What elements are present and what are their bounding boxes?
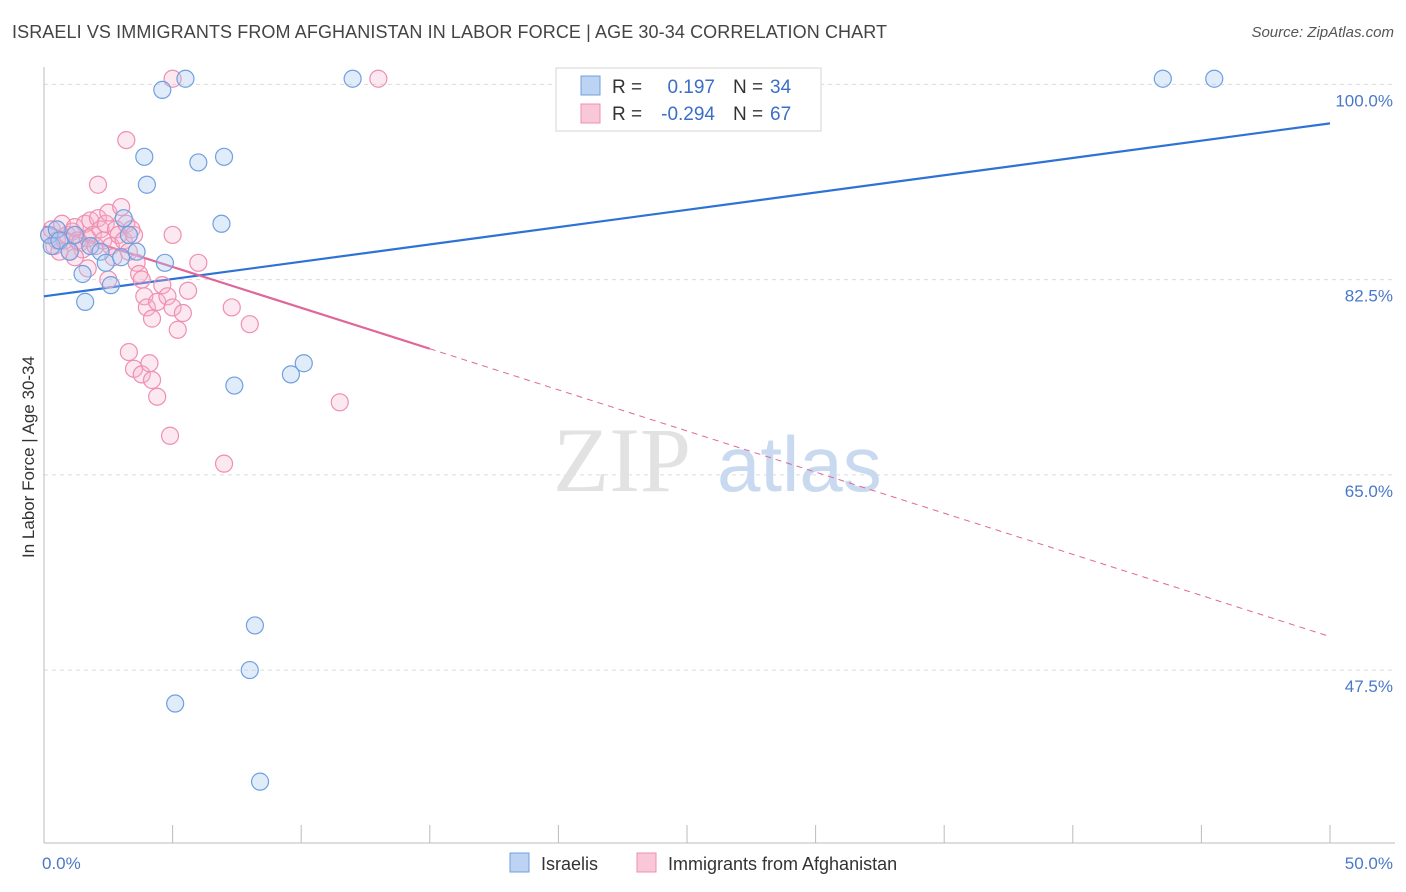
bottom-legend-label-israelis: Israelis	[541, 854, 598, 874]
bottom-legend-swatch-afghanistan	[636, 852, 657, 873]
afghanistan-point-20	[91, 220, 110, 239]
x-tick-labels: 0.0% 50.0%	[42, 854, 1393, 873]
israelis-point-13	[114, 209, 133, 228]
israelis-point-22	[212, 214, 231, 233]
y-tick-label-0: 47.5%	[1345, 677, 1393, 696]
israelis-point-33	[1205, 69, 1224, 88]
y-axis-title: In Labor Force | Age 30-34	[19, 356, 38, 558]
legend-n-label-1: N =	[733, 77, 763, 98]
afghanistan-point-22	[96, 214, 115, 233]
grid-lines	[44, 83, 1395, 671]
israelis-point-29	[281, 365, 301, 384]
israelis-point-11	[101, 276, 120, 295]
legend-n-value-2: 67	[770, 104, 791, 125]
israelis-point-28	[166, 694, 185, 713]
afghanistan-point-38	[137, 298, 156, 317]
israelis-point-14	[119, 225, 138, 245]
legend-r-label-1: R =	[612, 77, 642, 98]
afghanistan-trend-line	[43, 224, 431, 350]
afghanistan-point-65	[189, 253, 208, 272]
afghanistan-point-55	[88, 175, 108, 194]
israelis-point-23	[214, 147, 234, 166]
watermark-atlas: atlas	[717, 420, 882, 508]
afghanistan-point-45	[173, 303, 192, 323]
afghanistan-point-52	[148, 387, 167, 406]
afghanistan-point-36	[132, 270, 151, 289]
y-tick-labels: 47.5% 65.0% 82.5% 100.0%	[1335, 91, 1393, 696]
source-label: Source: ZipAtlas.com	[1251, 24, 1394, 41]
israelis-point-2	[47, 220, 66, 239]
bottom-legend-swatch-israelis	[509, 852, 530, 873]
afghanistan-point-56	[163, 225, 182, 245]
legend-swatch-blue	[580, 75, 601, 96]
afghanistan-point-58	[240, 315, 259, 334]
legend-r-value-1: 0.197	[667, 77, 715, 98]
israelis-trend-line	[43, 122, 1331, 298]
israelis-point-7	[76, 292, 95, 311]
israelis-point-17	[137, 175, 156, 194]
y-tick-label-1: 65.0%	[1345, 482, 1393, 501]
legend-n-value-1: 34	[770, 77, 792, 98]
afghanistan-trend-line-dashed	[429, 348, 1331, 638]
israelis-point-6	[73, 264, 92, 284]
israelis-point-12	[112, 248, 131, 267]
legend-r-label-2: R =	[612, 104, 642, 125]
chart-title: ISRAELI VS IMMIGRANTS FROM AFGHANISTAN I…	[12, 22, 888, 42]
legend-box: R = 0.197 N = 34 R = -0.294 N = 67	[555, 67, 822, 132]
afghanistan-point-43	[163, 298, 182, 317]
afghanistan-point-57	[222, 298, 241, 317]
afghanistan-point-54	[117, 131, 136, 150]
afghanistan-point-42	[158, 287, 177, 306]
israelis-point-26	[240, 660, 259, 680]
afghanistan-point-28	[112, 197, 131, 217]
afghanistan-point-63	[78, 259, 97, 278]
x-tick-label-0: 0.0%	[42, 854, 81, 873]
data-points	[40, 69, 1224, 791]
afghanistan-point-51	[142, 370, 162, 390]
afghanistan-point-50	[140, 354, 159, 373]
watermark-zip: ZIP	[553, 409, 691, 511]
legend-r-value-2: -0.294	[661, 104, 715, 125]
israelis-point-15	[127, 242, 146, 261]
israelis-point-10	[96, 253, 115, 272]
israelis-point-4	[60, 242, 79, 261]
bottom-legend-label-afghanistan: Immigrants from Afghanistan	[668, 854, 897, 874]
afghanistan-point-60	[369, 69, 388, 88]
y-tick-label-2: 82.5%	[1345, 287, 1393, 306]
israelis-point-5	[65, 225, 84, 245]
afghanistan-point-62	[65, 248, 84, 267]
israelis-point-24	[225, 376, 244, 395]
legend-n-label-2: N =	[733, 104, 763, 125]
afghanistan-point-66	[214, 454, 234, 473]
trend-lines	[43, 122, 1331, 638]
israelis-point-25	[245, 616, 265, 635]
israelis-point-18	[153, 80, 172, 99]
israelis-point-21	[189, 153, 208, 172]
afghanistan-point-61	[163, 69, 182, 88]
afghanistan-point-44	[168, 320, 187, 339]
afghanistan-point-41	[153, 276, 172, 295]
afghanistan-point-59	[330, 393, 349, 412]
israelis-point-32	[1153, 69, 1172, 88]
bottom-legend: Israelis Immigrants from Afghanistan	[509, 852, 897, 874]
israelis-point-31	[343, 69, 362, 88]
axes	[43, 67, 1395, 844]
y-tick-label-3: 100.0%	[1335, 91, 1393, 110]
legend-swatch-pink	[580, 103, 601, 124]
israelis-point-19	[155, 253, 174, 272]
israelis-point-20	[176, 69, 195, 88]
afghanistan-point-46	[178, 281, 198, 300]
israelis-point-8	[81, 236, 100, 256]
israelis-point-16	[135, 147, 154, 166]
israelis-point-30	[294, 354, 313, 373]
watermark: ZIP atlas	[553, 409, 882, 511]
israelis-point-27	[250, 772, 270, 791]
israelis-point-9	[91, 242, 110, 261]
afghanistan-point-47	[119, 342, 138, 362]
afghanistan-point-39	[142, 309, 162, 328]
x-tick-label-1: 50.0%	[1345, 854, 1393, 873]
afghanistan-point-53	[160, 426, 180, 445]
